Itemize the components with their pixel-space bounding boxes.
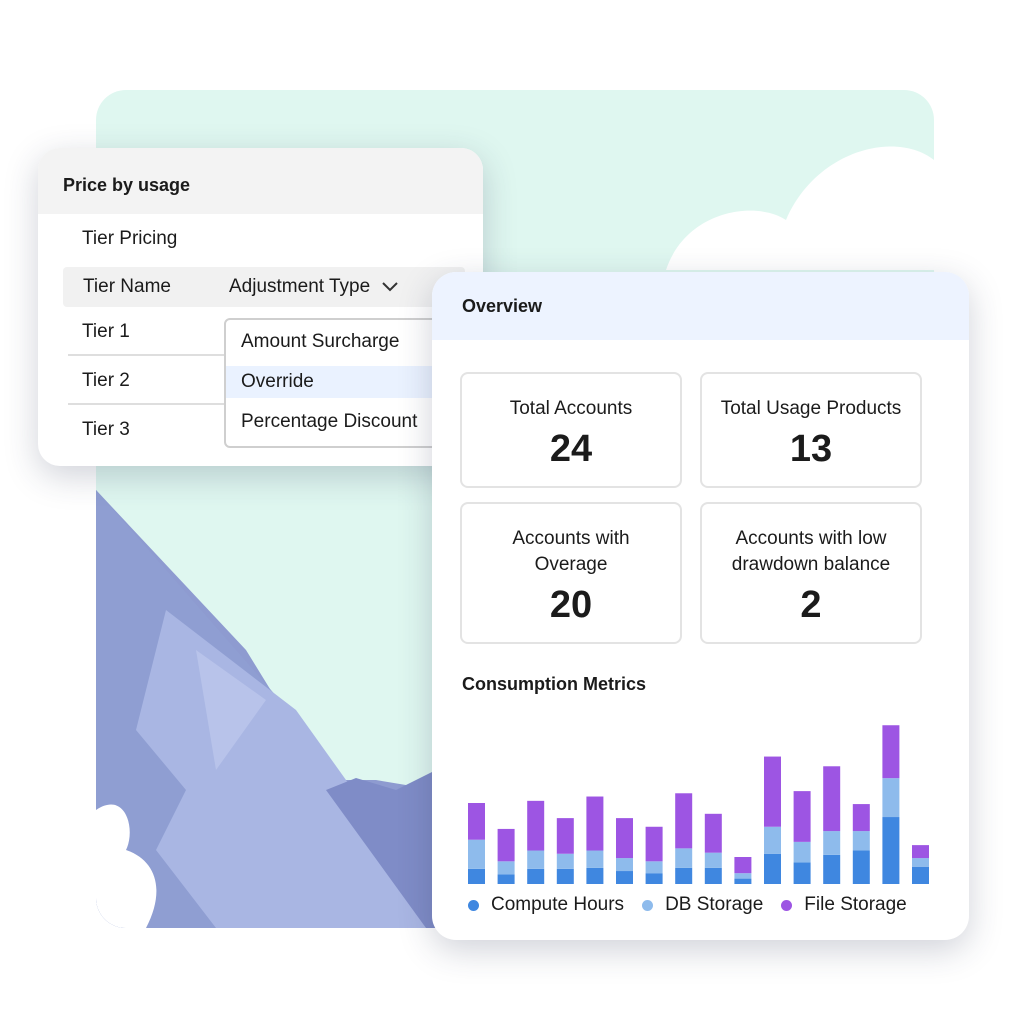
bar-compute-hours-5 <box>586 867 604 884</box>
bar-file-storage-5 <box>586 796 604 851</box>
bar-compute-hours-14 <box>852 850 870 884</box>
overview-title: Overview <box>432 272 969 340</box>
bar-db-storage-12 <box>793 841 811 863</box>
option-percentage-discount[interactable]: Percentage Discount <box>241 411 418 432</box>
bar-compute-hours-6 <box>616 871 633 884</box>
kpi-low-drawdown-balance[interactable]: Accounts with low drawdown balance 2 <box>700 502 922 644</box>
bar-compute-hours-4 <box>556 868 574 884</box>
tier-row-1[interactable]: Tier 1 <box>68 310 268 356</box>
bar-compute-hours-3 <box>527 868 545 884</box>
option-amount-surcharge[interactable]: Amount Surcharge <box>241 331 400 352</box>
adjustment-type-select[interactable]: Adjustment Type <box>229 276 398 298</box>
tier-name: Tier 1 <box>82 321 130 342</box>
bar-file-storage-11 <box>764 756 781 827</box>
consumption-bar-chart <box>468 725 929 884</box>
option-override[interactable]: Override <box>226 366 452 398</box>
bar-compute-hours-11 <box>764 853 781 884</box>
tier-row-2[interactable]: Tier 2 <box>68 359 268 405</box>
legend-label: Compute Hours <box>491 894 625 915</box>
chevron-down-icon[interactable] <box>382 282 398 292</box>
bar-file-storage-10 <box>734 857 752 874</box>
adjustment-type-dropdown[interactable]: Amount Surcharge Override Percentage Dis… <box>224 318 454 448</box>
legend-item-compute-hours: Compute Hours <box>468 894 624 916</box>
kpi-label: Total Accounts <box>509 398 633 419</box>
tier-row-3[interactable]: Tier 3 <box>68 407 268 453</box>
kpi-label: Accounts with low drawdown balance <box>731 528 891 575</box>
bar-db-storage-4 <box>556 853 574 869</box>
bar-compute-hours-12 <box>793 862 811 884</box>
bar-file-storage-13 <box>823 766 841 832</box>
bar-db-storage-16 <box>912 858 929 867</box>
bar-compute-hours-2 <box>497 874 515 884</box>
tier-pricing-label: Tier Pricing <box>82 228 178 249</box>
legend-dot-icon <box>781 899 793 911</box>
bar-db-storage-5 <box>586 850 604 868</box>
legend-item-db-storage: DB Storage <box>642 894 763 916</box>
bar-db-storage-3 <box>527 850 545 869</box>
bar-file-storage-9 <box>704 813 722 853</box>
bar-file-storage-3 <box>527 800 545 851</box>
column-tier-name: Tier Name <box>83 276 171 297</box>
legend-item-file-storage: File Storage <box>781 894 907 916</box>
consumption-metrics-title: Consumption Metrics <box>462 674 647 694</box>
bar-db-storage-14 <box>852 831 870 851</box>
bar-compute-hours-13 <box>823 854 841 884</box>
kpi-label: Total Usage Products <box>720 398 902 419</box>
bar-compute-hours-15 <box>882 817 900 884</box>
bar-file-storage-1 <box>468 803 485 840</box>
bar-file-storage-15 <box>882 725 900 779</box>
kpi-value: 13 <box>789 428 833 470</box>
bar-compute-hours-8 <box>675 867 693 884</box>
bar-db-storage-6 <box>616 858 633 872</box>
bar-file-storage-12 <box>793 791 811 842</box>
legend-dot-icon <box>642 899 654 911</box>
bar-compute-hours-9 <box>704 867 722 884</box>
bar-file-storage-6 <box>616 818 633 859</box>
kpi-total-usage-products[interactable]: Total Usage Products 13 <box>700 372 922 488</box>
legend-dot-icon <box>468 899 479 911</box>
tier-table-header: Tier Name Adjustment Type <box>63 267 465 307</box>
price-by-usage-card: Price by usage Tier Pricing Tier Name Ad… <box>38 148 483 466</box>
chart-legend: Compute Hours DB Storage File Storage <box>468 894 907 916</box>
kpi-total-accounts[interactable]: Total Accounts 24 <box>460 372 682 488</box>
bar-compute-hours-16 <box>912 866 929 884</box>
bar-db-storage-11 <box>764 826 781 854</box>
column-adjustment-type: Adjustment Type <box>229 276 371 297</box>
bar-db-storage-10 <box>734 873 752 879</box>
overview-card: Overview Total Accounts 24 Total Usage P… <box>432 272 969 940</box>
bar-db-storage-1 <box>468 839 485 869</box>
bar-file-storage-14 <box>852 804 870 832</box>
kpi-value: 24 <box>549 428 593 470</box>
bar-file-storage-16 <box>912 845 929 859</box>
bar-compute-hours-7 <box>645 873 663 884</box>
legend-label: File Storage <box>804 894 907 915</box>
price-card-title: Price by usage <box>38 148 483 214</box>
bar-file-storage-4 <box>556 818 574 854</box>
bar-db-storage-2 <box>497 861 515 875</box>
bar-file-storage-2 <box>497 828 515 862</box>
tier-name: Tier 2 <box>82 370 130 391</box>
bar-db-storage-13 <box>823 831 841 855</box>
bar-db-storage-7 <box>645 861 663 874</box>
kpi-accounts-with-overage[interactable]: Accounts with Overage 20 <box>460 502 682 644</box>
bar-compute-hours-10 <box>734 878 752 884</box>
mountain-illustration <box>96 146 934 928</box>
bar-file-storage-8 <box>675 793 693 849</box>
tier-name: Tier 3 <box>82 419 130 440</box>
bar-db-storage-15 <box>882 778 900 818</box>
legend-label: DB Storage <box>665 894 764 915</box>
bar-file-storage-7 <box>645 826 663 862</box>
kpi-value: 2 <box>800 584 822 626</box>
kpi-label: Accounts with Overage <box>512 528 630 575</box>
bar-compute-hours-1 <box>468 868 485 884</box>
bar-db-storage-8 <box>675 848 693 868</box>
bar-db-storage-9 <box>704 852 722 868</box>
kpi-value: 20 <box>549 584 593 626</box>
